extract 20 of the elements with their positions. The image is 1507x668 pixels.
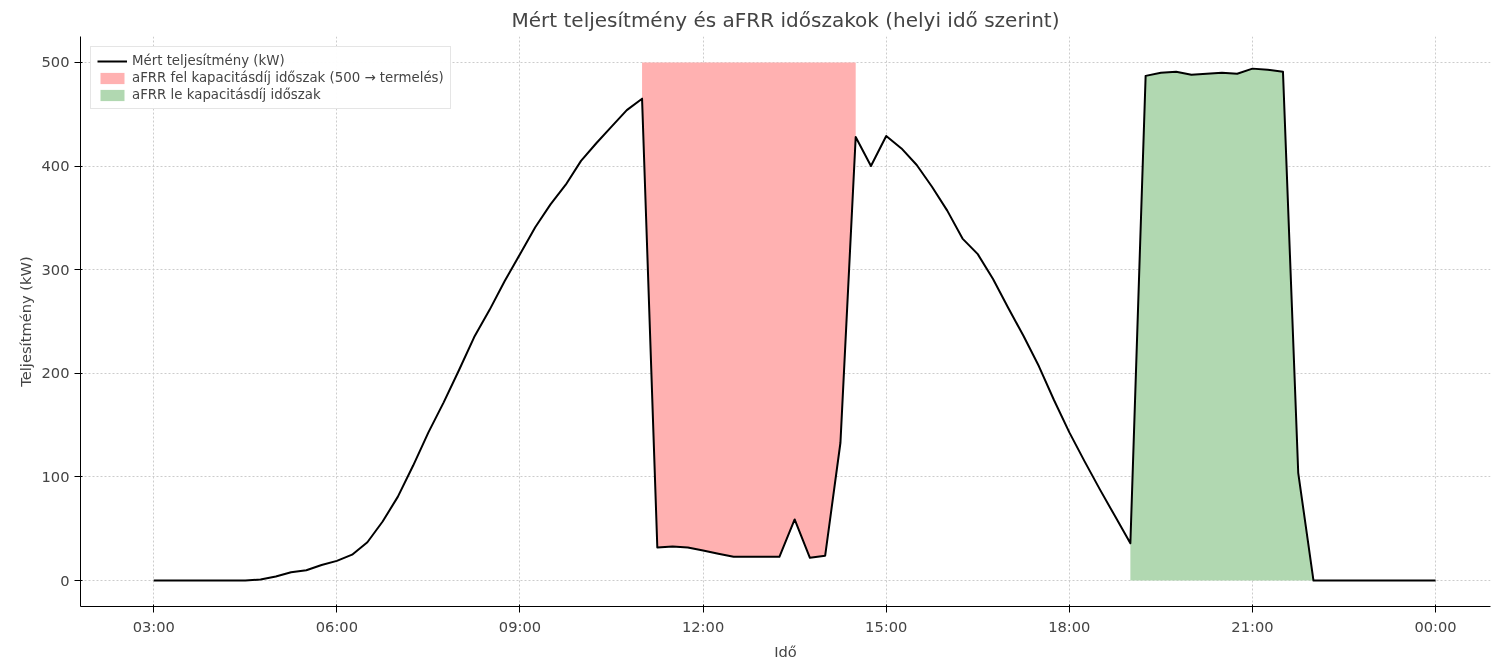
x-tick-label: 21:00	[1231, 617, 1274, 635]
x-tick-label: 15:00	[865, 617, 908, 635]
x-tick-label: 18:00	[1048, 617, 1091, 635]
y-tick-label: 200	[41, 364, 70, 382]
legend-label: Mért teljesítmény (kW)	[132, 53, 285, 68]
x-tick-label: 03:00	[132, 617, 175, 635]
legend-label: aFRR fel kapacitásdíj időszak (500 → termelés)	[132, 70, 444, 85]
x-tick-label: 00:00	[1414, 617, 1457, 635]
y-tick-label: 400	[41, 157, 70, 175]
y-tick-label: 100	[41, 467, 70, 485]
x-tick-label: 06:00	[315, 617, 358, 635]
y-axis-title: Teljesítmény (kW)	[16, 256, 34, 388]
y-tick-label: 0	[60, 571, 70, 589]
y-tick-label: 500	[41, 53, 70, 71]
chart-title: Mért teljesítmény és aFRR időszakok (helyi idő szerint)	[511, 7, 1060, 32]
x-tick-label: 09:00	[498, 617, 542, 635]
x-tick-label: 12:00	[681, 617, 725, 635]
y-tick-label: 300	[41, 260, 70, 278]
x-axis-title: Idő	[774, 642, 797, 660]
legend-label: aFRR le kapacitásdíj időszak	[132, 87, 321, 102]
